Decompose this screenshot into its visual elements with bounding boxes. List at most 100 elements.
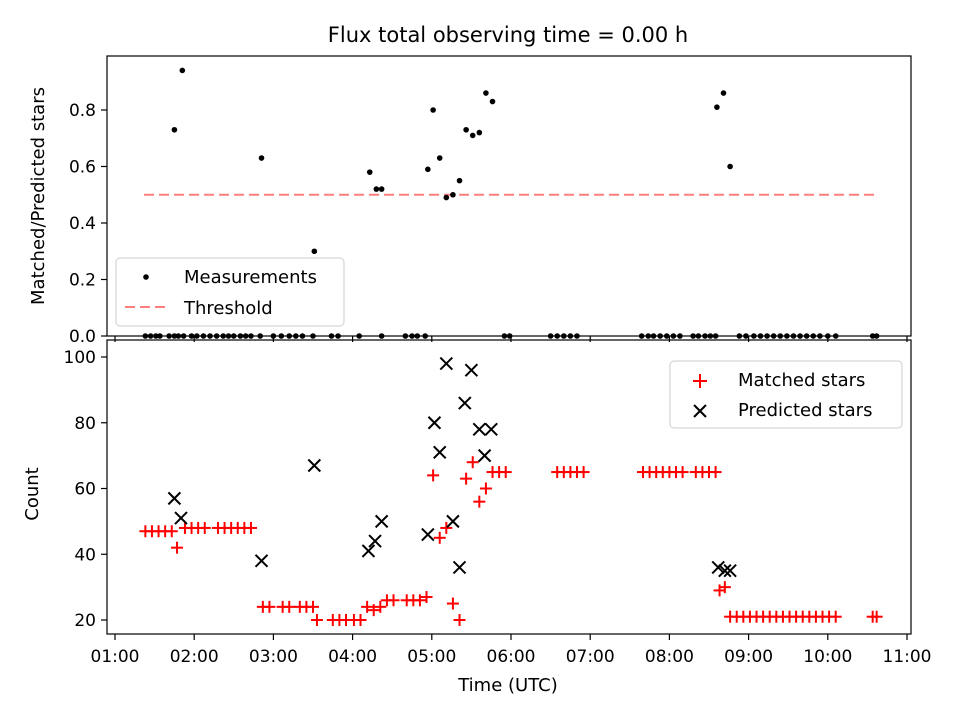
top-y-axis-label: Matched/Predicted stars <box>28 87 49 305</box>
matched-star-point <box>361 600 374 613</box>
measurement-point <box>373 186 380 192</box>
predicted-star-point <box>174 511 188 525</box>
x-tick-label: 06:00 <box>487 647 536 667</box>
matched-star-point <box>709 466 722 479</box>
matched-star-point <box>367 604 380 617</box>
predicted-star-point <box>484 422 498 437</box>
top-y-tick-label: 0.2 <box>69 271 96 291</box>
matched-star-point <box>829 610 842 623</box>
measurement-point <box>469 132 476 139</box>
measurement-point <box>436 155 443 161</box>
bottom-y-tick-label: 60 <box>74 480 96 500</box>
x-tick-label: 10:00 <box>803 647 852 667</box>
predicted-star-point <box>167 491 182 506</box>
x-tick-label: 04:00 <box>328 647 377 667</box>
top-axis-ticks: 0.0 0.2 0.4 0.6 0.8 <box>69 101 908 347</box>
matched-star-point <box>466 456 479 469</box>
measurement-point <box>378 186 385 192</box>
predicted-star-point <box>361 544 376 558</box>
matched-star-point <box>283 600 296 613</box>
predicted-star-point <box>458 396 472 410</box>
predicted-star-point <box>446 514 460 529</box>
matched-star-point <box>310 614 323 626</box>
measurement-point <box>443 194 450 201</box>
bottom-axes-frame <box>106 339 912 635</box>
matched-star-point <box>374 600 387 613</box>
legend-predicted-marker <box>693 404 707 418</box>
predicted-star-point <box>477 448 492 463</box>
measurement-point <box>714 104 720 110</box>
measurement-point <box>450 191 456 198</box>
x-tick-label: 01:00 <box>91 647 140 667</box>
top-panel: 0.00.20.40.60.8 Matched/Predicted stars … <box>28 55 912 347</box>
matched-star-point <box>427 469 440 482</box>
matched-star-point <box>354 614 367 626</box>
matched-star-point <box>718 581 731 594</box>
predicted-star-point <box>368 534 382 548</box>
matched-star-point <box>870 610 883 623</box>
predicted-star-point <box>254 554 269 568</box>
predicted-stars-series <box>167 356 737 578</box>
legend-threshold-label: Threshold <box>183 298 273 319</box>
bottom-legend-box <box>669 360 903 429</box>
matched-star-point <box>676 466 689 479</box>
top-legend-box <box>115 257 345 327</box>
x-axis-label: Time (UTC) <box>457 675 558 696</box>
matched-star-point <box>413 594 426 607</box>
x-tick-label: 02:00 <box>170 647 219 667</box>
legend-matched-marker <box>693 374 707 388</box>
predicted-star-point <box>464 363 479 377</box>
measurement-point <box>171 126 178 133</box>
legend-measurements-marker <box>143 274 149 280</box>
legend-measurements-label: Measurements <box>184 267 317 288</box>
legend-predicted-label: Predicted stars <box>738 400 872 421</box>
matched-star-point <box>171 541 184 554</box>
matched-star-point <box>198 521 211 534</box>
matched-star-point <box>244 521 257 534</box>
matched-star-point <box>263 600 276 613</box>
x-tick-label: 11:00 <box>883 647 932 667</box>
x-tick-label: 07:00 <box>566 647 615 667</box>
matched-star-point <box>453 614 466 626</box>
matched-star-point <box>446 597 459 610</box>
x-tick-label: 08:00 <box>645 647 694 667</box>
measurement-point <box>483 90 489 96</box>
measurement-point <box>425 166 431 173</box>
matched-star-point <box>433 531 446 544</box>
matched-star-point <box>473 495 486 508</box>
matched-star-point <box>387 594 400 607</box>
x-tick-label: 09:00 <box>724 647 773 667</box>
measurement-point <box>430 107 436 113</box>
matched-star-point <box>499 466 512 479</box>
predicted-star-point <box>427 416 442 430</box>
matched-star-point <box>479 482 492 495</box>
matched-star-point <box>460 472 473 485</box>
predicted-star-point <box>439 356 454 371</box>
matched-star-point <box>577 466 590 479</box>
x-tick-label: 05:00 <box>407 647 456 667</box>
top-y-tick-label: 0.4 <box>69 214 96 234</box>
bottom-y-tick-label: 80 <box>74 414 96 434</box>
measurement-point <box>456 177 463 184</box>
predicted-star-point <box>723 563 737 578</box>
predicted-star-point <box>711 560 725 575</box>
figure-title: Flux total observing time = 0.00 h <box>328 23 688 47</box>
measurement-point <box>489 98 496 105</box>
measurement-point <box>366 169 373 175</box>
top-legend: Measurements Threshold <box>115 257 345 327</box>
matched-stars-series <box>139 456 883 626</box>
bottom-panel: 01:00 02:00 03:00 04:00 05:00 06:00 07:00 08:00… <box>22 339 932 696</box>
measurement-point <box>258 155 265 161</box>
top-axes-frame <box>106 55 912 337</box>
measurement-point <box>720 90 727 96</box>
matched-star-point <box>307 600 319 613</box>
predicted-star-point <box>452 560 467 575</box>
predicted-star-point <box>718 563 732 578</box>
measurement-point <box>463 126 469 133</box>
top-y-tick-label: 0.6 <box>69 158 96 178</box>
top-y-tick-label: 0.8 <box>69 101 96 121</box>
bottom-y-tick-label: 100 <box>64 348 96 368</box>
x-tick-label: 03:00 <box>249 647 298 667</box>
bottom-y-axis-label: Count <box>22 467 43 520</box>
